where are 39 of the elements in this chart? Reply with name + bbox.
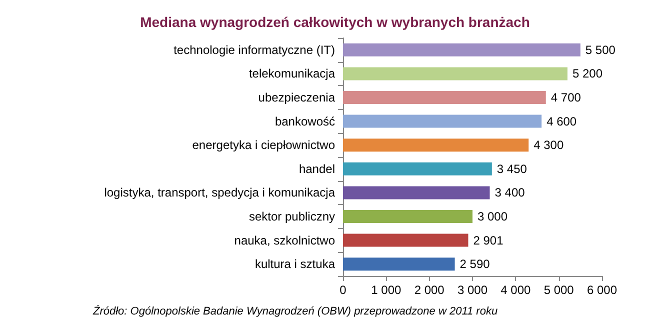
data-label: 3 450 xyxy=(496,162,528,176)
x-tick-label: 5 000 xyxy=(544,283,574,297)
y-tick-label: logistyka, transport, spedycja i komunikacja xyxy=(104,186,336,200)
bar xyxy=(343,138,529,152)
chart-title: Mediana wynagrodzeń całkowitych w wybranych branżach xyxy=(140,14,530,30)
data-label: 4 600 xyxy=(546,114,577,128)
x-tick-label: 1 000 xyxy=(371,283,402,297)
text: Źródło: Ogólnopolskie Badanie Wynagrodzeń (OBW) przeprowadzone w 2011 roku xyxy=(92,304,498,318)
data-label: 4 300 xyxy=(534,138,564,152)
bar xyxy=(343,186,490,200)
y-tick-label: telekomunikacja xyxy=(248,66,336,81)
data-label: 3 400 xyxy=(494,186,526,200)
y-tick-label: energetyka i ciepłownictwo xyxy=(192,138,336,152)
x-tick-label: 0 xyxy=(340,283,347,297)
data-label: 5 500 xyxy=(585,42,616,57)
data-label: 2 901 xyxy=(473,233,504,248)
bar xyxy=(343,43,580,56)
x-tick-label: 6 000 xyxy=(586,283,618,297)
bar xyxy=(343,234,468,247)
bar xyxy=(343,67,568,80)
x-tick-label: 2 000 xyxy=(414,283,445,297)
bar xyxy=(343,162,492,176)
data-label: 2 590 xyxy=(460,257,490,272)
y-tick-label: bankowość xyxy=(274,114,335,128)
y-tick-label: ubezpieczenia xyxy=(258,90,336,104)
y-tick-label: nauka, szkolnictwo xyxy=(234,233,336,248)
bar xyxy=(343,258,455,271)
bar xyxy=(343,91,546,104)
y-tick-label: sektor publiczny xyxy=(248,210,335,224)
bar xyxy=(343,114,542,128)
x-tick-label: 3 000 xyxy=(457,283,488,297)
x-tick-label: 4 000 xyxy=(500,283,532,297)
bar xyxy=(343,210,472,223)
data-label: 5 200 xyxy=(572,66,603,81)
data-label: 4 700 xyxy=(550,90,582,104)
y-tick-label: kultura i sztuka xyxy=(254,257,336,272)
data-label: 3 000 xyxy=(478,210,508,224)
y-tick-label: handel xyxy=(298,162,335,176)
y-tick-label: technologie informatyczne (IT) xyxy=(174,42,335,57)
